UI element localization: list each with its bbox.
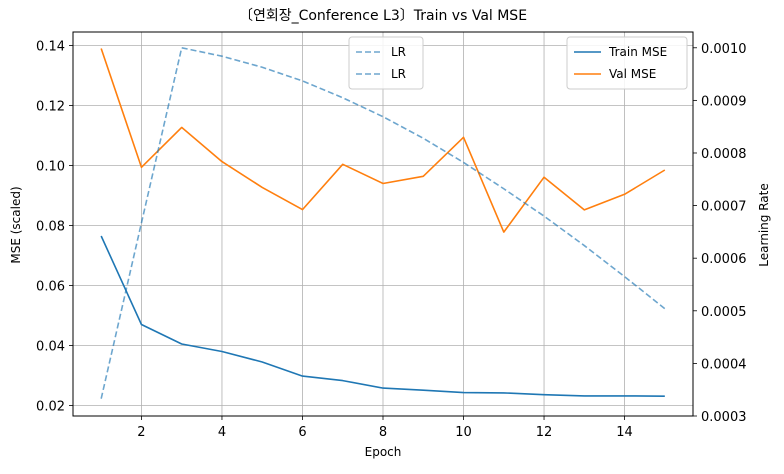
y2-tick-label: 0.0009	[701, 94, 747, 109]
x-tick-label: 2	[137, 425, 145, 440]
y2-tick-label: 0.0004	[701, 357, 747, 372]
x-tick-label: 6	[298, 425, 306, 440]
x-tick-label: 8	[379, 425, 387, 440]
axis-layer: 2 4 6 8 10 12 14 0.02 0.04 0.06 0.08 0.10 0.12 0.14 0.…	[36, 40, 746, 441]
legend-label: Train MSE	[608, 45, 667, 59]
y2-tick-label: 0.0008	[701, 147, 747, 162]
y2-tick-label: 0.0010	[701, 42, 747, 57]
series-line-train-mse	[100, 235, 665, 397]
chart-title: 〔연회장_Conference L3〕Train vs Val MSE	[239, 8, 527, 24]
legend-label: Val MSE	[609, 67, 656, 81]
y2-tick-label: 0.0003	[701, 410, 747, 425]
y-tick-label: 0.02	[36, 400, 65, 415]
y-tick-label: 0.08	[36, 220, 65, 235]
y-tick-label: 0.14	[36, 40, 65, 55]
legend-label: LR	[391, 67, 406, 81]
x-tick-label: 14	[616, 425, 633, 440]
x-tick-label: 4	[218, 425, 226, 440]
legend-label: LR	[391, 45, 406, 59]
x-tick-label: 10	[455, 425, 472, 440]
x-tick-label: 12	[536, 425, 553, 440]
series-line-val-mse	[100, 48, 666, 233]
series-line-lr	[100, 46, 666, 399]
y-tick-label: 0.10	[36, 160, 65, 175]
y2-tick-label: 0.0006	[701, 252, 747, 267]
legend-box	[566, 36, 688, 90]
y-tick-label: 0.04	[36, 340, 65, 355]
x-axis-title: Epoch	[365, 445, 402, 459]
y2-tick-label: 0.0005	[701, 305, 747, 320]
y-tick-label: 0.12	[36, 100, 65, 115]
legend-layer: LR LR Train MSE Val MSE	[348, 36, 688, 90]
y2-axis-title: Learning Rate	[757, 183, 771, 266]
y-axis-title: MSE (scaled)	[9, 186, 23, 263]
y2-tick-label: 0.0007	[701, 200, 747, 215]
legend-box	[348, 36, 424, 90]
series-layer	[100, 46, 666, 399]
y-tick-label: 0.06	[36, 280, 65, 295]
